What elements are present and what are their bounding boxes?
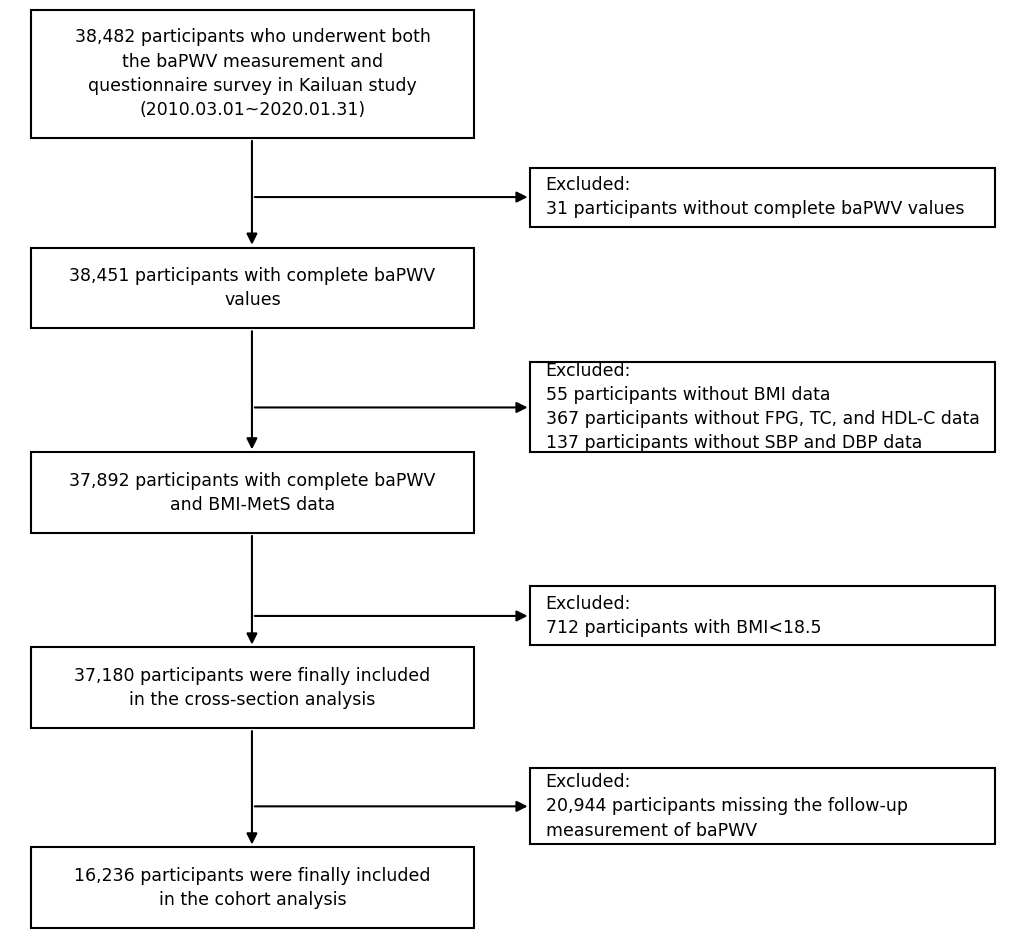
Text: 16,236 participants were finally included
in the cohort analysis: 16,236 participants were finally include… [74,866,430,909]
FancyBboxPatch shape [530,768,994,844]
FancyBboxPatch shape [31,647,474,728]
FancyBboxPatch shape [31,10,474,138]
FancyBboxPatch shape [530,586,994,645]
Text: Excluded:
20,944 participants missing the follow-up
measurement of baPWV: Excluded: 20,944 participants missing th… [545,773,907,840]
FancyBboxPatch shape [530,362,994,452]
Text: 37,892 participants with complete baPWV
and BMI-MetS data: 37,892 participants with complete baPWV … [69,471,435,514]
Text: Excluded:
712 participants with BMI<18.5: Excluded: 712 participants with BMI<18.5 [545,595,820,637]
Text: 38,451 participants with complete baPWV
values: 38,451 participants with complete baPWV … [69,267,435,309]
Text: 37,180 participants were finally included
in the cross-section analysis: 37,180 participants were finally include… [74,666,430,709]
FancyBboxPatch shape [31,248,474,328]
Text: Excluded:
55 participants without BMI data
367 participants without FPG, TC, and: Excluded: 55 participants without BMI da… [545,362,978,452]
Text: 38,482 participants who underwent both
the baPWV measurement and
questionnaire s: 38,482 participants who underwent both t… [74,29,430,119]
FancyBboxPatch shape [530,168,994,227]
Text: Excluded:
31 participants without complete baPWV values: Excluded: 31 participants without comple… [545,176,963,218]
FancyBboxPatch shape [31,452,474,533]
FancyBboxPatch shape [31,847,474,928]
